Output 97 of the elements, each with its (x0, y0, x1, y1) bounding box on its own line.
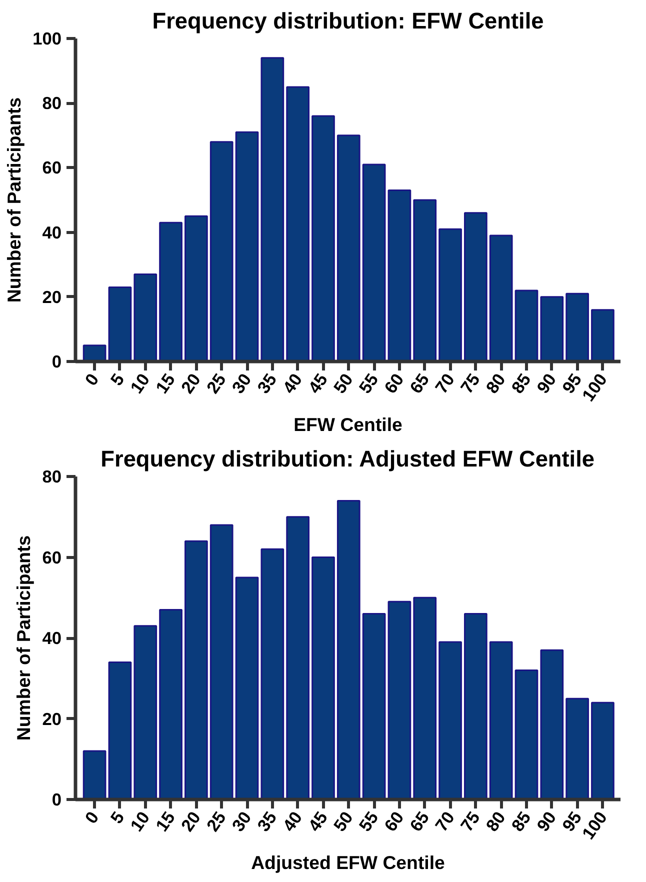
x-tick-label: 5 (106, 807, 128, 828)
x-tick-label: 15 (152, 807, 180, 836)
bar (286, 86, 310, 362)
bar (134, 274, 158, 362)
bar (82, 344, 106, 362)
bar (235, 131, 259, 362)
chart-title: Frequency distribution: Adjusted EFW Centile (100, 446, 595, 472)
bar (260, 57, 284, 362)
x-tick-label: 50 (329, 808, 357, 836)
x-tick-label: 10 (126, 808, 154, 836)
x-tick-label: 35 (253, 807, 281, 836)
bar (591, 309, 614, 362)
bar (591, 702, 614, 800)
bar (184, 215, 208, 362)
bar (514, 290, 538, 362)
y-tick-label: 0 (52, 790, 62, 810)
x-tick-label: 85 (507, 369, 535, 398)
x-tick-label: 75 (456, 807, 484, 836)
y-tick-label: 60 (42, 547, 62, 568)
y-axis-title: Number of Participants (13, 535, 34, 741)
x-tick-label: 10 (126, 370, 154, 398)
bar (210, 141, 234, 362)
bar (540, 296, 564, 362)
bar (489, 234, 513, 362)
x-tick-label: 80 (482, 808, 510, 836)
y-tick-label: 100 (32, 28, 62, 48)
x-tick-label: 20 (176, 808, 204, 836)
bar (260, 548, 284, 800)
bar (438, 228, 462, 362)
y-tick-label: 80 (42, 93, 62, 114)
bar (514, 670, 538, 800)
bar (159, 222, 182, 362)
bar (312, 115, 335, 362)
x-tick-label: 55 (354, 807, 382, 836)
bar (438, 641, 462, 800)
bar (464, 613, 488, 800)
x-tick-label: 65 (406, 807, 434, 836)
bar (566, 292, 589, 362)
y-tick-label: 40 (42, 222, 62, 242)
y-tick-label: 60 (42, 158, 62, 178)
bar (82, 750, 106, 800)
bar (489, 641, 513, 800)
x-tick-label: 45 (304, 369, 332, 398)
x-tick-label: 60 (380, 808, 408, 836)
x-tick-label: 70 (431, 808, 458, 836)
bar (108, 661, 132, 800)
x-tick-label: 60 (380, 370, 408, 398)
bar (388, 190, 412, 362)
x-tick-label: 70 (431, 370, 458, 398)
chart-title: Frequency distribution: EFW Centile (152, 8, 544, 34)
x-tick-label: 0 (80, 808, 103, 828)
bar (413, 596, 437, 800)
y-tick-label: 20 (42, 286, 62, 307)
bar (413, 199, 437, 362)
bar (184, 540, 208, 800)
y-axis-title: Number of Participants (4, 97, 25, 303)
x-tick-label: 30 (228, 370, 256, 398)
bar (312, 556, 335, 800)
bar (286, 516, 310, 800)
x-tick-label: 5 (106, 369, 128, 390)
x-tick-label: 45 (304, 807, 332, 836)
bar (362, 164, 386, 362)
x-tick-label: 85 (507, 807, 535, 836)
bar (362, 613, 386, 800)
bar (134, 625, 158, 800)
x-tick-label: 35 (253, 369, 281, 398)
bar (159, 608, 182, 800)
x-tick-label: 25 (202, 807, 230, 836)
bar (540, 649, 564, 800)
x-tick-label: 40 (278, 370, 306, 398)
bar (210, 524, 234, 800)
x-tick-label: 20 (176, 370, 204, 398)
bar (235, 576, 259, 800)
x-tick-label: 30 (228, 808, 256, 836)
x-tick-label: 50 (329, 370, 357, 398)
x-tick-label: 15 (152, 369, 180, 398)
x-tick-label: 55 (354, 369, 382, 398)
x-tick-label: 90 (532, 370, 560, 398)
x-tick-label: 90 (532, 808, 560, 836)
y-tick-label: 40 (42, 628, 62, 648)
bar (108, 286, 132, 362)
x-tick-label: 40 (278, 808, 306, 836)
y-tick-label: 80 (42, 466, 62, 486)
x-axis-title: EFW Centile (294, 414, 402, 436)
y-tick-label: 20 (42, 708, 62, 729)
bar (388, 600, 412, 800)
x-tick-label: 75 (456, 369, 484, 398)
x-tick-label: 80 (482, 370, 510, 398)
x-tick-label: 25 (202, 369, 230, 398)
bar (566, 698, 589, 800)
x-tick-label: 0 (80, 370, 103, 390)
x-tick-label: 65 (406, 369, 434, 398)
x-axis-title: Adjusted EFW Centile (251, 852, 445, 874)
y-tick-label: 0 (52, 352, 62, 372)
bar (336, 500, 360, 800)
bar (336, 134, 360, 362)
bar (464, 212, 488, 362)
